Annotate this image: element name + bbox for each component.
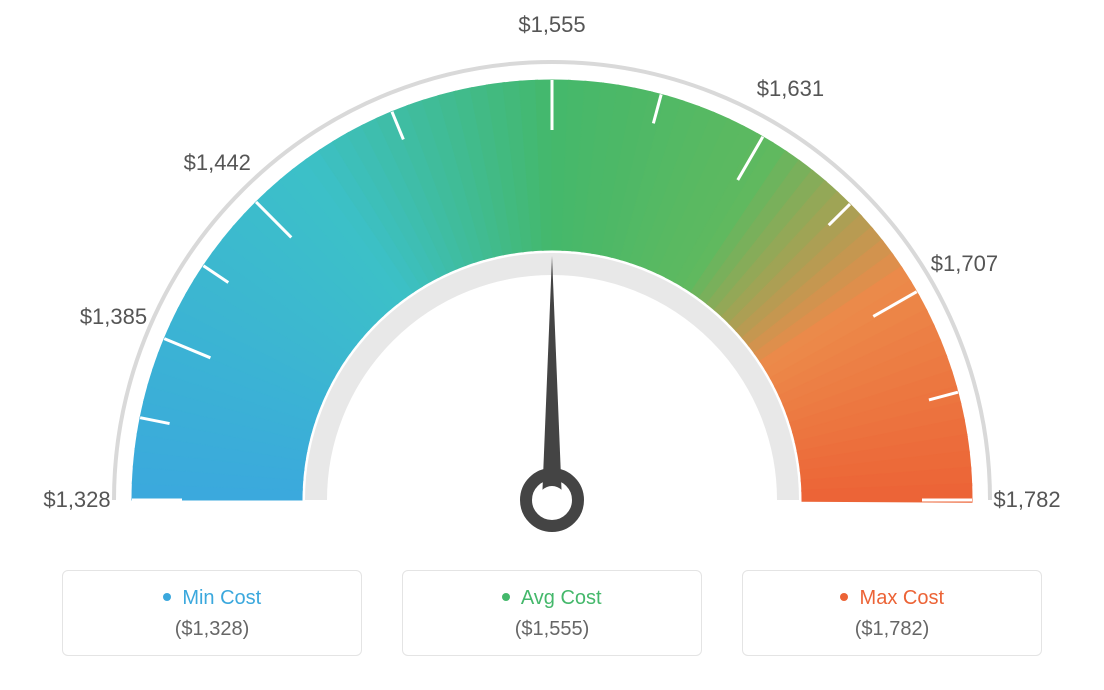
- legend-title-text: Max Cost: [860, 587, 944, 609]
- gauge-tick-label: $1,442: [184, 150, 251, 176]
- gauge-tick-label: $1,555: [518, 12, 585, 38]
- legend-title-min: Min Cost: [63, 587, 361, 610]
- legend-title-max: Max Cost: [743, 587, 1041, 610]
- gauge-tick-label: $1,707: [931, 251, 998, 277]
- dot-icon: [840, 593, 848, 601]
- gauge-tick-label: $1,631: [757, 76, 824, 102]
- legend-card-min: Min Cost ($1,328): [62, 570, 362, 656]
- legend-card-max: Max Cost ($1,782): [742, 570, 1042, 656]
- dot-icon: [163, 593, 171, 601]
- legend-title-text: Min Cost: [182, 587, 261, 609]
- gauge-chart: $1,328 $1,385 $1,442 $1,555 $1,631 $1,707 $1,7…: [0, 0, 1104, 560]
- gauge-tick-label: $1,782: [993, 487, 1060, 513]
- legend-row: Min Cost ($1,328) Avg Cost ($1,555) Max …: [0, 570, 1104, 656]
- legend-card-avg: Avg Cost ($1,555): [402, 570, 702, 656]
- gauge-tick-label: $1,328: [43, 487, 110, 513]
- legend-value-avg: ($1,555): [403, 618, 701, 641]
- legend-value-min: ($1,328): [63, 618, 361, 641]
- legend-value-max: ($1,782): [743, 618, 1041, 641]
- legend-title-avg: Avg Cost: [403, 587, 701, 610]
- gauge-svg: [0, 0, 1104, 560]
- legend-title-text: Avg Cost: [521, 587, 602, 609]
- gauge-tick-label: $1,385: [80, 304, 147, 330]
- dot-icon: [502, 593, 510, 601]
